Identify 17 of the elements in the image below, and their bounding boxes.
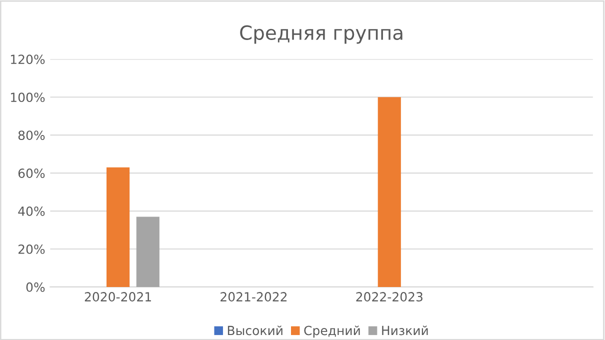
y-tick-label: 40% xyxy=(18,206,45,216)
legend-label: Высокий xyxy=(228,326,282,336)
chart-title: Средняя группа xyxy=(240,25,402,44)
legend-label: Средний xyxy=(304,326,360,338)
y-tick-label: 100% xyxy=(10,92,45,102)
y-tick-label: 60% xyxy=(18,168,45,178)
y-tick-label: 20% xyxy=(18,244,45,254)
bar xyxy=(378,97,401,287)
legend-label: Низкий xyxy=(382,326,428,336)
x-tick-label: 2022-2023 xyxy=(356,292,422,302)
y-tick-label: 0% xyxy=(26,282,45,292)
bar xyxy=(106,167,130,287)
x-tick-label: 2020-2021 xyxy=(84,292,151,302)
y-tick-label: 120% xyxy=(10,54,45,64)
x-tick-label: 2021-2022 xyxy=(220,292,287,302)
y-tick-label: 80% xyxy=(18,130,45,140)
bar xyxy=(136,216,160,287)
